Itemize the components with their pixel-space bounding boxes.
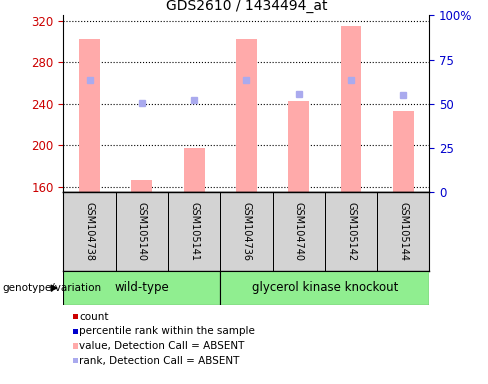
Bar: [183, 148, 204, 192]
Bar: [220, 271, 429, 305]
Text: GSM105141: GSM105141: [189, 202, 199, 261]
Text: GSM104738: GSM104738: [84, 202, 95, 261]
Bar: [63, 192, 116, 271]
Bar: [79, 39, 100, 192]
Bar: [325, 192, 377, 271]
Bar: [341, 26, 362, 192]
Bar: [220, 192, 273, 271]
Text: glycerol kinase knockout: glycerol kinase knockout: [252, 281, 398, 295]
Bar: [168, 192, 220, 271]
Text: count: count: [80, 312, 109, 322]
Bar: [393, 111, 414, 192]
Title: GDS2610 / 1434494_at: GDS2610 / 1434494_at: [166, 0, 327, 13]
Text: percentile rank within the sample: percentile rank within the sample: [80, 326, 255, 336]
Bar: [273, 192, 325, 271]
Bar: [116, 192, 168, 271]
Text: genotype/variation: genotype/variation: [2, 283, 102, 293]
Bar: [236, 39, 257, 192]
Bar: [131, 180, 152, 192]
Bar: [63, 271, 220, 305]
Bar: [288, 101, 309, 192]
Text: GSM105142: GSM105142: [346, 202, 356, 261]
Text: GSM104740: GSM104740: [294, 202, 304, 261]
Text: GSM105144: GSM105144: [398, 202, 408, 261]
Text: GSM104736: GSM104736: [242, 202, 251, 261]
Bar: [377, 192, 429, 271]
Text: rank, Detection Call = ABSENT: rank, Detection Call = ABSENT: [80, 356, 240, 366]
Text: wild-type: wild-type: [115, 281, 169, 295]
Text: GSM105140: GSM105140: [137, 202, 147, 261]
Text: value, Detection Call = ABSENT: value, Detection Call = ABSENT: [80, 341, 244, 351]
